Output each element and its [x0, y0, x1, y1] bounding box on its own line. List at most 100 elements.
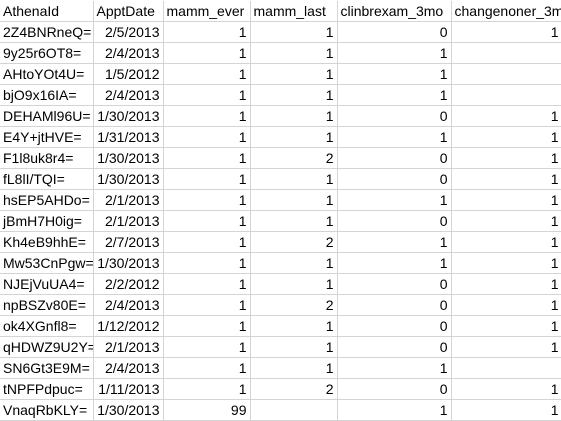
table-cell[interactable]: 1: [451, 315, 561, 337]
table-cell[interactable]: 1/30/2013: [93, 399, 164, 421]
table-cell[interactable]: 1: [163, 126, 251, 148]
column-header[interactable]: changenoner_3mo: [451, 1, 561, 22]
table-cell[interactable]: 1: [250, 42, 338, 64]
table-cell[interactable]: 1: [250, 210, 338, 232]
table-cell[interactable]: 2/4/2013: [93, 357, 164, 379]
table-cell[interactable]: 1: [451, 336, 561, 358]
table-cell[interactable]: 1: [451, 168, 561, 190]
table-cell[interactable]: 1: [250, 126, 338, 148]
table-cell[interactable]: jBmH7H0ig=: [0, 210, 94, 232]
table-cell[interactable]: 2/2/2012: [93, 273, 164, 295]
table-cell[interactable]: 1: [250, 21, 338, 43]
table-cell[interactable]: [451, 84, 561, 106]
table-cell[interactable]: 1: [163, 273, 251, 295]
table-cell[interactable]: 1: [250, 189, 338, 211]
table-cell[interactable]: 1: [337, 399, 452, 421]
table-cell[interactable]: 1/31/2013: [93, 126, 164, 148]
table-cell[interactable]: 1: [337, 84, 452, 106]
table-cell[interactable]: 1: [451, 378, 561, 400]
table-cell[interactable]: 1: [163, 189, 251, 211]
column-header[interactable]: ApptDate: [93, 1, 164, 22]
table-cell[interactable]: SN6Gt3E9M=: [0, 357, 94, 379]
table-cell[interactable]: 2/4/2013: [93, 42, 164, 64]
table-cell[interactable]: 2: [250, 378, 338, 400]
table-cell[interactable]: 0: [337, 21, 452, 43]
table-cell[interactable]: 1/30/2013: [93, 105, 164, 127]
table-cell[interactable]: 1: [337, 126, 452, 148]
table-cell[interactable]: 1: [163, 105, 251, 127]
table-cell[interactable]: 1/30/2013: [93, 147, 164, 169]
table-cell[interactable]: 1/12/2012: [93, 315, 164, 337]
table-cell[interactable]: 1: [250, 84, 338, 106]
table-cell[interactable]: 2/1/2013: [93, 189, 164, 211]
table-cell[interactable]: 2Z4BNRneQ=: [0, 21, 94, 43]
table-cell[interactable]: [451, 63, 561, 85]
table-cell[interactable]: 1: [451, 399, 561, 421]
table-cell[interactable]: 1: [451, 126, 561, 148]
table-cell[interactable]: 1: [337, 252, 452, 274]
table-cell[interactable]: 1/30/2013: [93, 168, 164, 190]
table-cell[interactable]: 1/11/2013: [93, 378, 164, 400]
table-cell[interactable]: 1: [163, 294, 251, 316]
table-cell[interactable]: 0: [337, 147, 452, 169]
table-cell[interactable]: 0: [337, 273, 452, 295]
table-cell[interactable]: 0: [337, 378, 452, 400]
table-cell[interactable]: 1: [451, 105, 561, 127]
table-cell[interactable]: 1: [250, 357, 338, 379]
table-cell[interactable]: 1: [163, 21, 251, 43]
table-cell[interactable]: 1: [163, 336, 251, 358]
table-cell[interactable]: 1: [451, 252, 561, 274]
table-cell[interactable]: 99: [163, 399, 251, 421]
table-cell[interactable]: 9y25r6OT8=: [0, 42, 94, 64]
table-cell[interactable]: 1: [163, 231, 251, 253]
table-cell[interactable]: qHDWZ9U2Y=: [0, 336, 94, 358]
table-cell[interactable]: 2/5/2013: [93, 21, 164, 43]
table-cell[interactable]: Mw53CnPgw=: [0, 252, 94, 274]
table-cell[interactable]: bjO9x16IA=: [0, 84, 94, 106]
table-cell[interactable]: 1: [337, 189, 452, 211]
table-cell[interactable]: 1: [250, 252, 338, 274]
column-header[interactable]: mamm_ever: [163, 1, 251, 22]
table-cell[interactable]: 1: [163, 315, 251, 337]
table-cell[interactable]: 2/1/2013: [93, 210, 164, 232]
table-cell[interactable]: 1: [451, 147, 561, 169]
table-cell[interactable]: E4Y+jtHVE=: [0, 126, 94, 148]
table-cell[interactable]: 1: [337, 357, 452, 379]
table-cell[interactable]: 1: [163, 63, 251, 85]
table-cell[interactable]: 1: [337, 42, 452, 64]
table-cell[interactable]: 1: [250, 336, 338, 358]
table-cell[interactable]: 2/7/2013: [93, 231, 164, 253]
table-cell[interactable]: 1: [250, 273, 338, 295]
table-cell[interactable]: npBSZv80E=: [0, 294, 94, 316]
column-header[interactable]: mamm_last: [250, 1, 338, 22]
table-cell[interactable]: 1: [451, 210, 561, 232]
table-cell[interactable]: 1: [451, 189, 561, 211]
table-cell[interactable]: 1/5/2012: [93, 63, 164, 85]
table-cell[interactable]: 1: [163, 84, 251, 106]
table-cell[interactable]: NJEjVuUA4=: [0, 273, 94, 295]
table-cell[interactable]: fL8lI/TQI=: [0, 168, 94, 190]
table-cell[interactable]: [451, 42, 561, 64]
table-cell[interactable]: 1: [250, 63, 338, 85]
table-cell[interactable]: 1: [337, 231, 452, 253]
column-header[interactable]: clinbrexam_3mo: [337, 1, 452, 22]
table-cell[interactable]: 0: [337, 105, 452, 127]
table-cell[interactable]: ok4XGnfl8=: [0, 315, 94, 337]
table-cell[interactable]: 1: [451, 294, 561, 316]
table-cell[interactable]: 2/1/2013: [93, 336, 164, 358]
table-cell[interactable]: 1/30/2013: [93, 252, 164, 274]
table-cell[interactable]: AHtoYOt4U=: [0, 63, 94, 85]
table-cell[interactable]: 2: [250, 294, 338, 316]
table-cell[interactable]: 1: [250, 315, 338, 337]
table-cell[interactable]: 1: [163, 42, 251, 64]
table-cell[interactable]: 2: [250, 231, 338, 253]
table-cell[interactable]: 1: [250, 105, 338, 127]
table-cell[interactable]: 1: [163, 357, 251, 379]
table-cell[interactable]: tNPFPdpuc=: [0, 378, 94, 400]
table-cell[interactable]: 2/4/2013: [93, 294, 164, 316]
table-cell[interactable]: 0: [337, 336, 452, 358]
table-cell[interactable]: 1: [163, 147, 251, 169]
table-cell[interactable]: 1: [451, 21, 561, 43]
table-cell[interactable]: 2/4/2013: [93, 84, 164, 106]
table-cell[interactable]: DEHAMl96U=: [0, 105, 94, 127]
